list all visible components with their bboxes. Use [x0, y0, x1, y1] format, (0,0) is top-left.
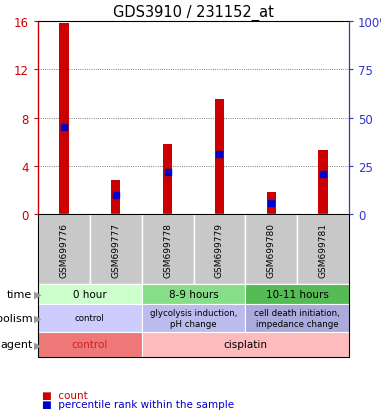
Text: cisplatin: cisplatin: [223, 339, 267, 350]
Text: ▶: ▶: [34, 289, 42, 299]
Text: control: control: [75, 314, 105, 323]
Bar: [163, 145, 172, 214]
Point: [268, 200, 274, 207]
Bar: [215, 100, 224, 214]
Text: GSM699779: GSM699779: [215, 222, 224, 277]
Text: GSM699778: GSM699778: [163, 222, 172, 277]
Bar: [319, 151, 328, 214]
Text: GSM699781: GSM699781: [319, 222, 328, 277]
Point: [61, 125, 67, 131]
Text: time: time: [7, 289, 32, 299]
Text: control: control: [72, 339, 108, 350]
Text: metabolism: metabolism: [0, 313, 32, 323]
Text: glycolysis induction,
pH change: glycolysis induction, pH change: [150, 309, 237, 328]
Text: cell death initiation,
impedance change: cell death initiation, impedance change: [254, 309, 340, 328]
Bar: [111, 181, 120, 214]
Point: [113, 192, 119, 199]
Bar: [267, 193, 276, 214]
Point: [165, 169, 171, 176]
Text: ▶: ▶: [34, 339, 42, 350]
Text: ■  count: ■ count: [42, 390, 88, 400]
Text: 10-11 hours: 10-11 hours: [266, 289, 328, 299]
Text: GSM699780: GSM699780: [267, 222, 276, 277]
Text: GSM699776: GSM699776: [59, 222, 69, 277]
Text: 8-9 hours: 8-9 hours: [169, 289, 218, 299]
Point: [320, 171, 326, 178]
Text: ▶: ▶: [34, 313, 42, 323]
Text: ■  percentile rank within the sample: ■ percentile rank within the sample: [42, 399, 234, 409]
Text: GSM699777: GSM699777: [111, 222, 120, 277]
Title: GDS3910 / 231152_at: GDS3910 / 231152_at: [113, 5, 274, 21]
Bar: [59, 24, 69, 214]
Text: 0 hour: 0 hour: [73, 289, 107, 299]
Point: [216, 151, 223, 158]
Text: agent: agent: [0, 339, 32, 350]
